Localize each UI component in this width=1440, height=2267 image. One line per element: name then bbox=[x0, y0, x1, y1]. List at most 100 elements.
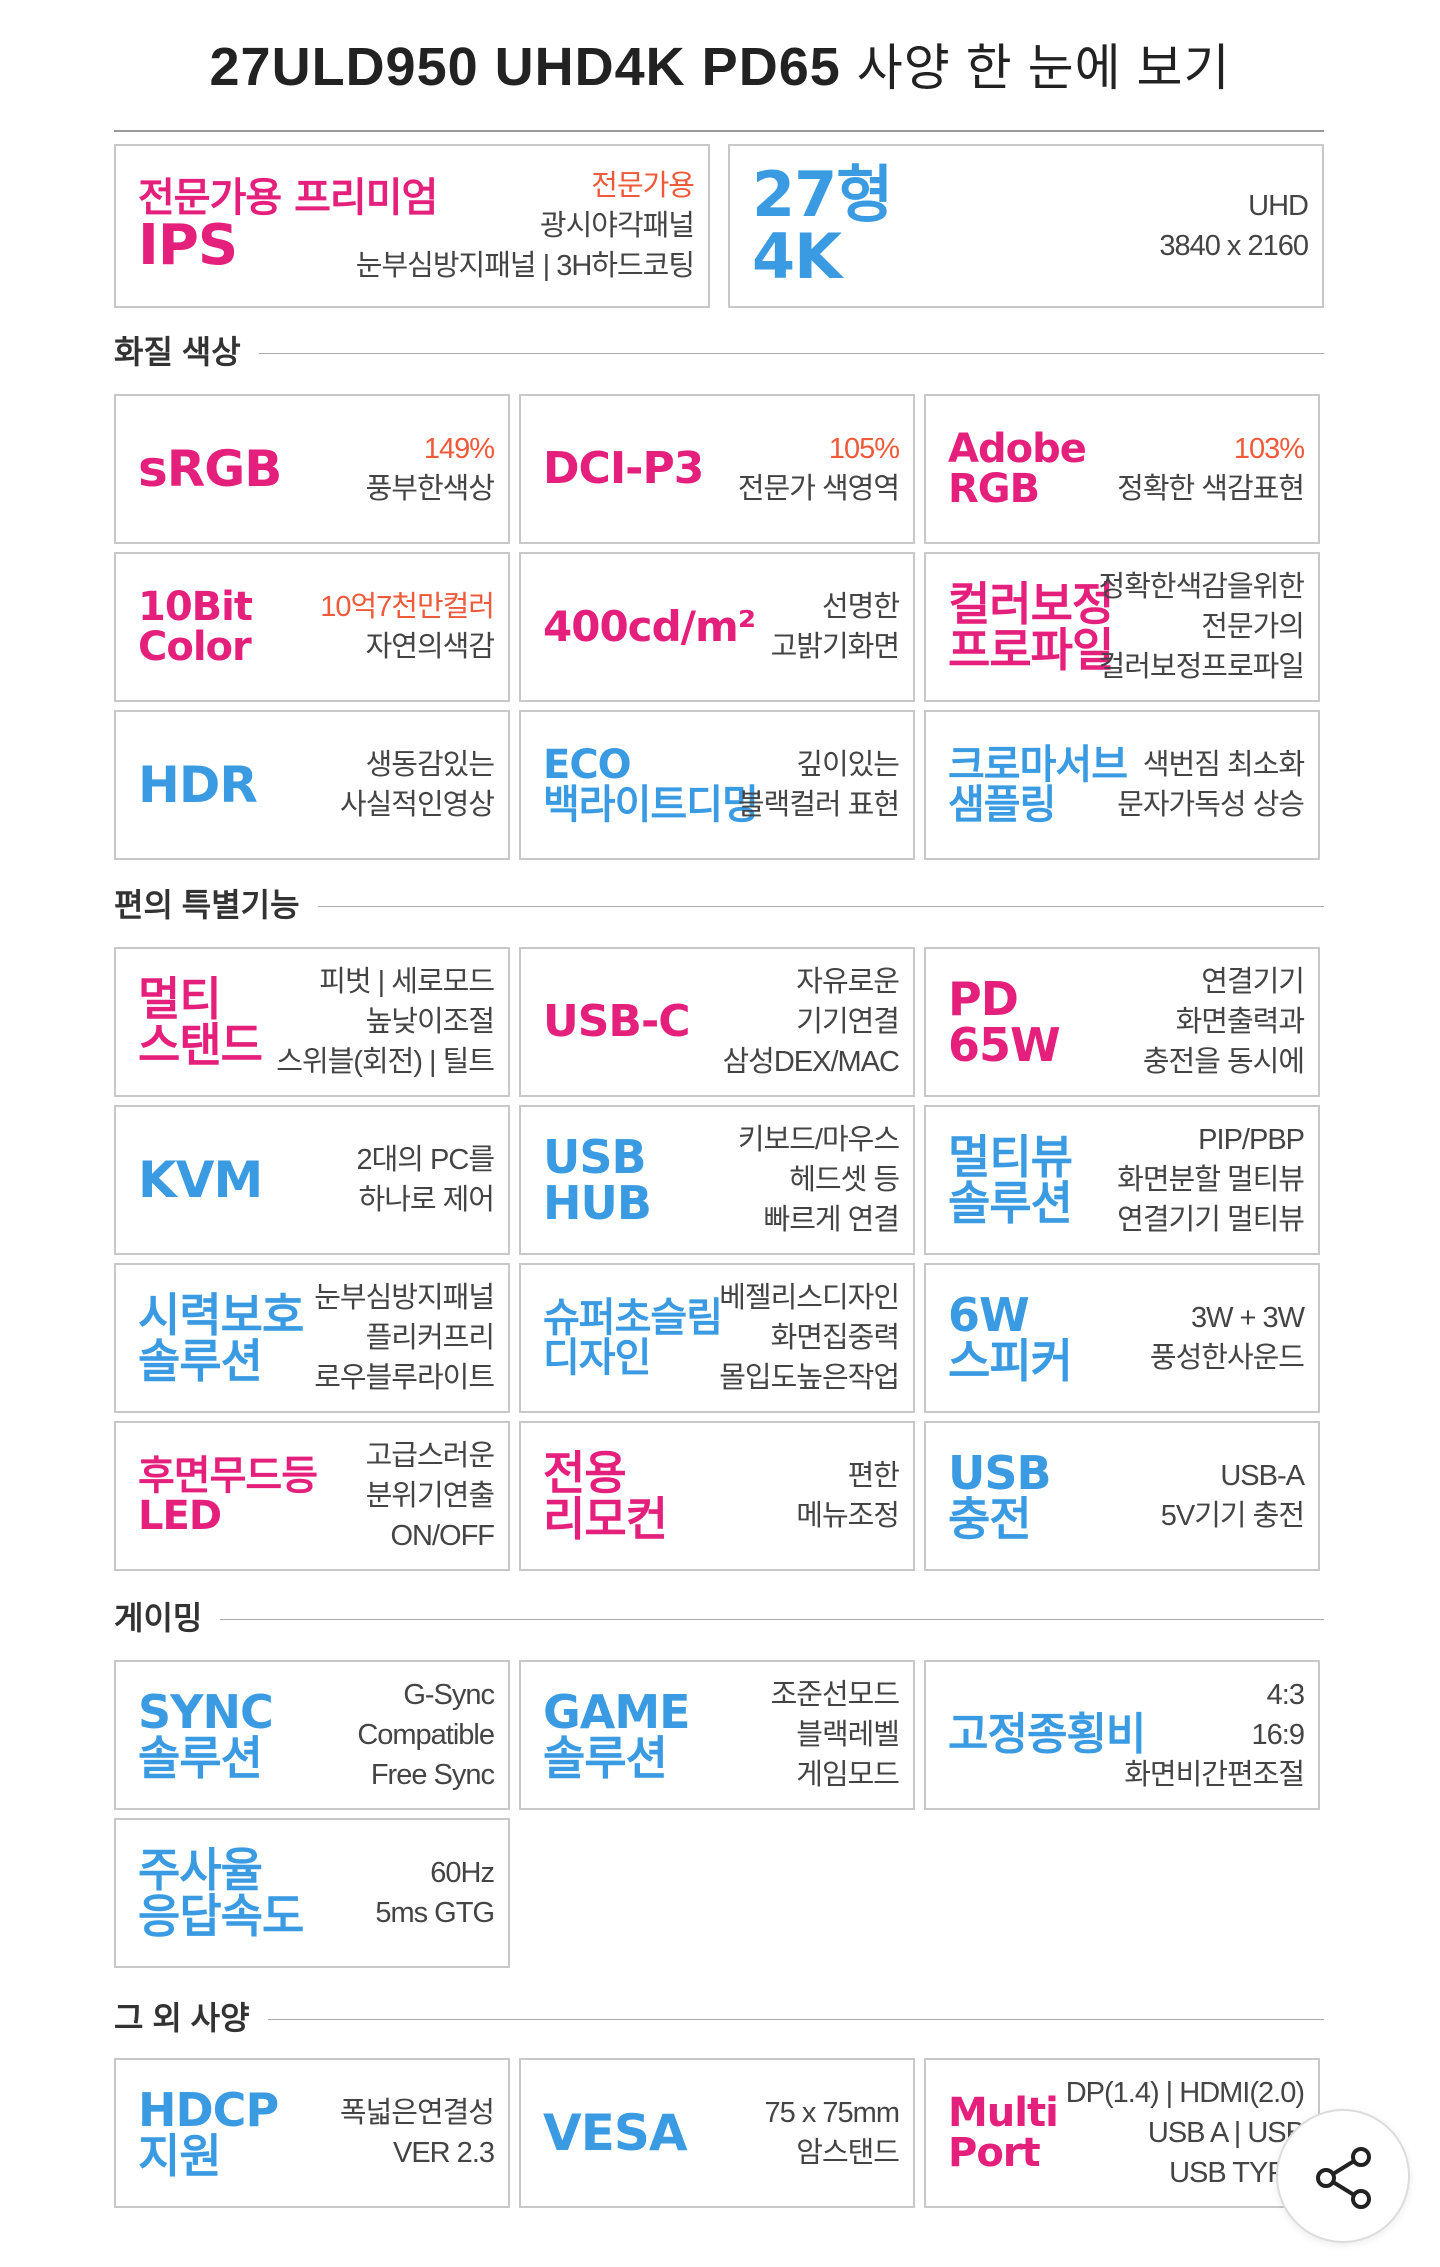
spec-description-line: 높낮이조절 bbox=[365, 1006, 495, 1038]
spec-description-line: 플리커프리 bbox=[365, 1322, 495, 1354]
spec-card: DCI-P3 105% 전문가 색영역 bbox=[519, 394, 915, 544]
spec-card: ECO 백라이트디밍 깊이있는 블랙컬러 표현 bbox=[519, 710, 915, 860]
section-title: 편의 특별기능 bbox=[114, 887, 318, 923]
spec-card: USB 충전 USB-A 5V기기 충전 bbox=[924, 1421, 1320, 1571]
spec-description: 폭넓은연결성 VER 2.3 bbox=[339, 2093, 495, 2173]
spec-description-line: ON/OFF bbox=[390, 1520, 495, 1552]
spec-headline-line: 6W bbox=[948, 1288, 1030, 1342]
spec-description: DP(1.4) | HDMI(2.0) USB A | USB USB TYPE bbox=[1065, 2073, 1305, 2193]
spec-description-line: USB A | USB bbox=[1147, 2117, 1305, 2149]
spec-description-line: 분위기연출 bbox=[365, 1480, 495, 1512]
spec-headline-line: 디자인 bbox=[543, 1335, 651, 1381]
spec-description-line: 고밝기화면 bbox=[770, 631, 900, 663]
spec-description-line: 편한 bbox=[847, 1460, 900, 1492]
spec-headline-line: 주사율 bbox=[138, 1843, 263, 1897]
spec-headline-line: 응답속도 bbox=[138, 1889, 304, 1943]
spec-headline: 멀티뷰 솔루션 bbox=[948, 1134, 1073, 1230]
spec-headline-line: PD bbox=[948, 972, 1019, 1026]
spec-description-line: PIP/PBP bbox=[1198, 1124, 1305, 1156]
spec-description-line: 충전을 동시에 bbox=[1142, 1046, 1305, 1078]
spec-description-line: 전문가의 bbox=[1201, 611, 1305, 643]
section-divider bbox=[114, 1619, 1324, 1620]
spec-description-line: 화면집중력 bbox=[770, 1322, 900, 1354]
spec-description-line: 스위블(회전) | 틸트 bbox=[276, 1046, 495, 1078]
spec-description-line: 149% bbox=[423, 433, 495, 465]
title-suffix: 사양 한 눈에 보기 bbox=[856, 40, 1231, 96]
spec-headline-line: KVM bbox=[138, 1151, 263, 1209]
spec-description-line: 화면출력과 bbox=[1175, 1006, 1305, 1038]
spec-description: 조준선모드 블랙레벨 게임모드 bbox=[771, 1675, 900, 1795]
spec-description-line: 선명한 bbox=[821, 591, 900, 623]
spec-description-line: 로우블루라이트 bbox=[314, 1362, 495, 1394]
spec-headline-line: 전문가용 프리미엄 bbox=[138, 175, 438, 221]
spec-card: 주사율 응답속도 60Hz 5ms GTG bbox=[114, 1818, 510, 1968]
model-name: 27ULD950 UHD4K PD65 bbox=[209, 37, 841, 97]
spec-card: Adobe RGB 103% 정확한 색감표현 bbox=[924, 394, 1320, 544]
spec-card: VESA 75 x 75mm 암스탠드 bbox=[519, 2058, 915, 2208]
spec-description-line: 키보드/마우스 bbox=[737, 1124, 900, 1156]
spec-description: 피벗 | 세로모드 높낮이조절 스위블(회전) | 틸트 bbox=[276, 962, 495, 1082]
spec-description-line: 연결기기 bbox=[1201, 966, 1305, 998]
spec-description-line: 풍부한색상 bbox=[365, 473, 495, 505]
spec-headline-line: 백라이트디밍 bbox=[543, 782, 759, 828]
spec-description: USB-A 5V기기 충전 bbox=[1161, 1456, 1305, 1536]
spec-headline-line: sRGB bbox=[138, 440, 282, 498]
spec-headline: DCI-P3 bbox=[543, 447, 704, 491]
spec-description-line: 블랙레벨 bbox=[796, 1719, 900, 1751]
spec-headline: 멀티 스탠드 bbox=[138, 976, 263, 1068]
section-divider bbox=[114, 906, 1324, 907]
spec-headline-line: ECO bbox=[543, 742, 632, 788]
spec-headline: USB-C bbox=[543, 996, 691, 1047]
spec-headline-line: 지원 bbox=[138, 2129, 222, 2183]
spec-description-line: DP(1.4) | HDMI(2.0) bbox=[1065, 2077, 1305, 2109]
spec-description: 편한 메뉴조정 bbox=[796, 1456, 900, 1536]
spec-headline-line: USB-C bbox=[543, 996, 691, 1047]
spec-description-line: 3W + 3W bbox=[1190, 1302, 1305, 1334]
section-header: 게이밍 bbox=[114, 1600, 1324, 1636]
spec-description-line: 풍성한사운드 bbox=[1149, 1342, 1305, 1374]
spec-headline: USB 충전 bbox=[948, 1450, 1052, 1542]
spec-headline-line: USB bbox=[543, 1130, 647, 1184]
spec-description-line: 전문가용 bbox=[591, 170, 695, 202]
spec-headline: 고정종횡비 bbox=[948, 1709, 1146, 1760]
spec-description-line: 고급스러운 bbox=[365, 1440, 495, 1472]
spec-description-line: 빠르게 연결 bbox=[763, 1204, 900, 1236]
spec-description-line: 10억7천만컬러 bbox=[320, 591, 495, 623]
spec-headline-line: 고정종횡비 bbox=[948, 1709, 1146, 1760]
spec-headline-line: SYNC bbox=[138, 1685, 274, 1739]
spec-description-line: 폭넓은연결성 bbox=[339, 2097, 495, 2129]
spec-headline-line: IPS bbox=[138, 213, 238, 278]
spec-description-line: 60Hz bbox=[430, 1857, 495, 1889]
spec-description-line: 화면비간편조절 bbox=[1124, 1759, 1305, 1791]
title-divider bbox=[114, 130, 1324, 132]
page-title: 27ULD950 UHD4K PD65 사양 한 눈에 보기 bbox=[0, 28, 1440, 100]
spec-headline-line: 솔루션 bbox=[948, 1176, 1073, 1230]
spec-description-line: Compatible bbox=[357, 1719, 495, 1751]
spec-headline-line: 솔루션 bbox=[138, 1334, 263, 1388]
spec-headline: 후면무드등 LED bbox=[138, 1456, 318, 1539]
spec-headline: VESA bbox=[543, 2108, 688, 2158]
spec-description: G-Sync Compatible Free Sync bbox=[357, 1675, 495, 1795]
spec-description-line: 5ms GTG bbox=[375, 1897, 495, 1929]
spec-headline-line: RGB bbox=[948, 466, 1040, 512]
share-button[interactable] bbox=[1276, 2109, 1410, 2243]
spec-description-line: 105% bbox=[828, 433, 900, 465]
spec-card: 멀티 스탠드 피벗 | 세로모드 높낮이조절 스위블(회전) | 틸트 bbox=[114, 947, 510, 1097]
spec-card: 6W 스피커 3W + 3W 풍성한사운드 bbox=[924, 1263, 1320, 1413]
section-divider bbox=[114, 2019, 1324, 2020]
spec-card: Multi Port DP(1.4) | HDMI(2.0) USB A | USB U… bbox=[924, 2058, 1320, 2208]
spec-description: 10억7천만컬러 자연의색감 bbox=[320, 587, 495, 667]
spec-description-line: 2대의 PC를 bbox=[356, 1144, 495, 1176]
spec-card: 전용 리모컨 편한 메뉴조정 bbox=[519, 1421, 915, 1571]
spec-headline-line: 전용 bbox=[543, 1446, 627, 1500]
spec-description: 75 x 75mm 암스탠드 bbox=[765, 2093, 900, 2173]
spec-headline-line: LED bbox=[138, 1493, 222, 1539]
spec-card: USB HUB 키보드/마우스 헤드셋 등 빠르게 연결 bbox=[519, 1105, 915, 1255]
spec-headline: HDCP 지원 bbox=[138, 2087, 279, 2183]
spec-description: 정확한색감을위한 전문가의 컬러보정프로파일 bbox=[1099, 567, 1305, 687]
spec-description: 깊이있는 블랙컬러 표현 bbox=[738, 745, 900, 825]
spec-headline-line: HUB bbox=[543, 1176, 652, 1230]
spec-headline-line: 10Bit bbox=[138, 584, 253, 630]
